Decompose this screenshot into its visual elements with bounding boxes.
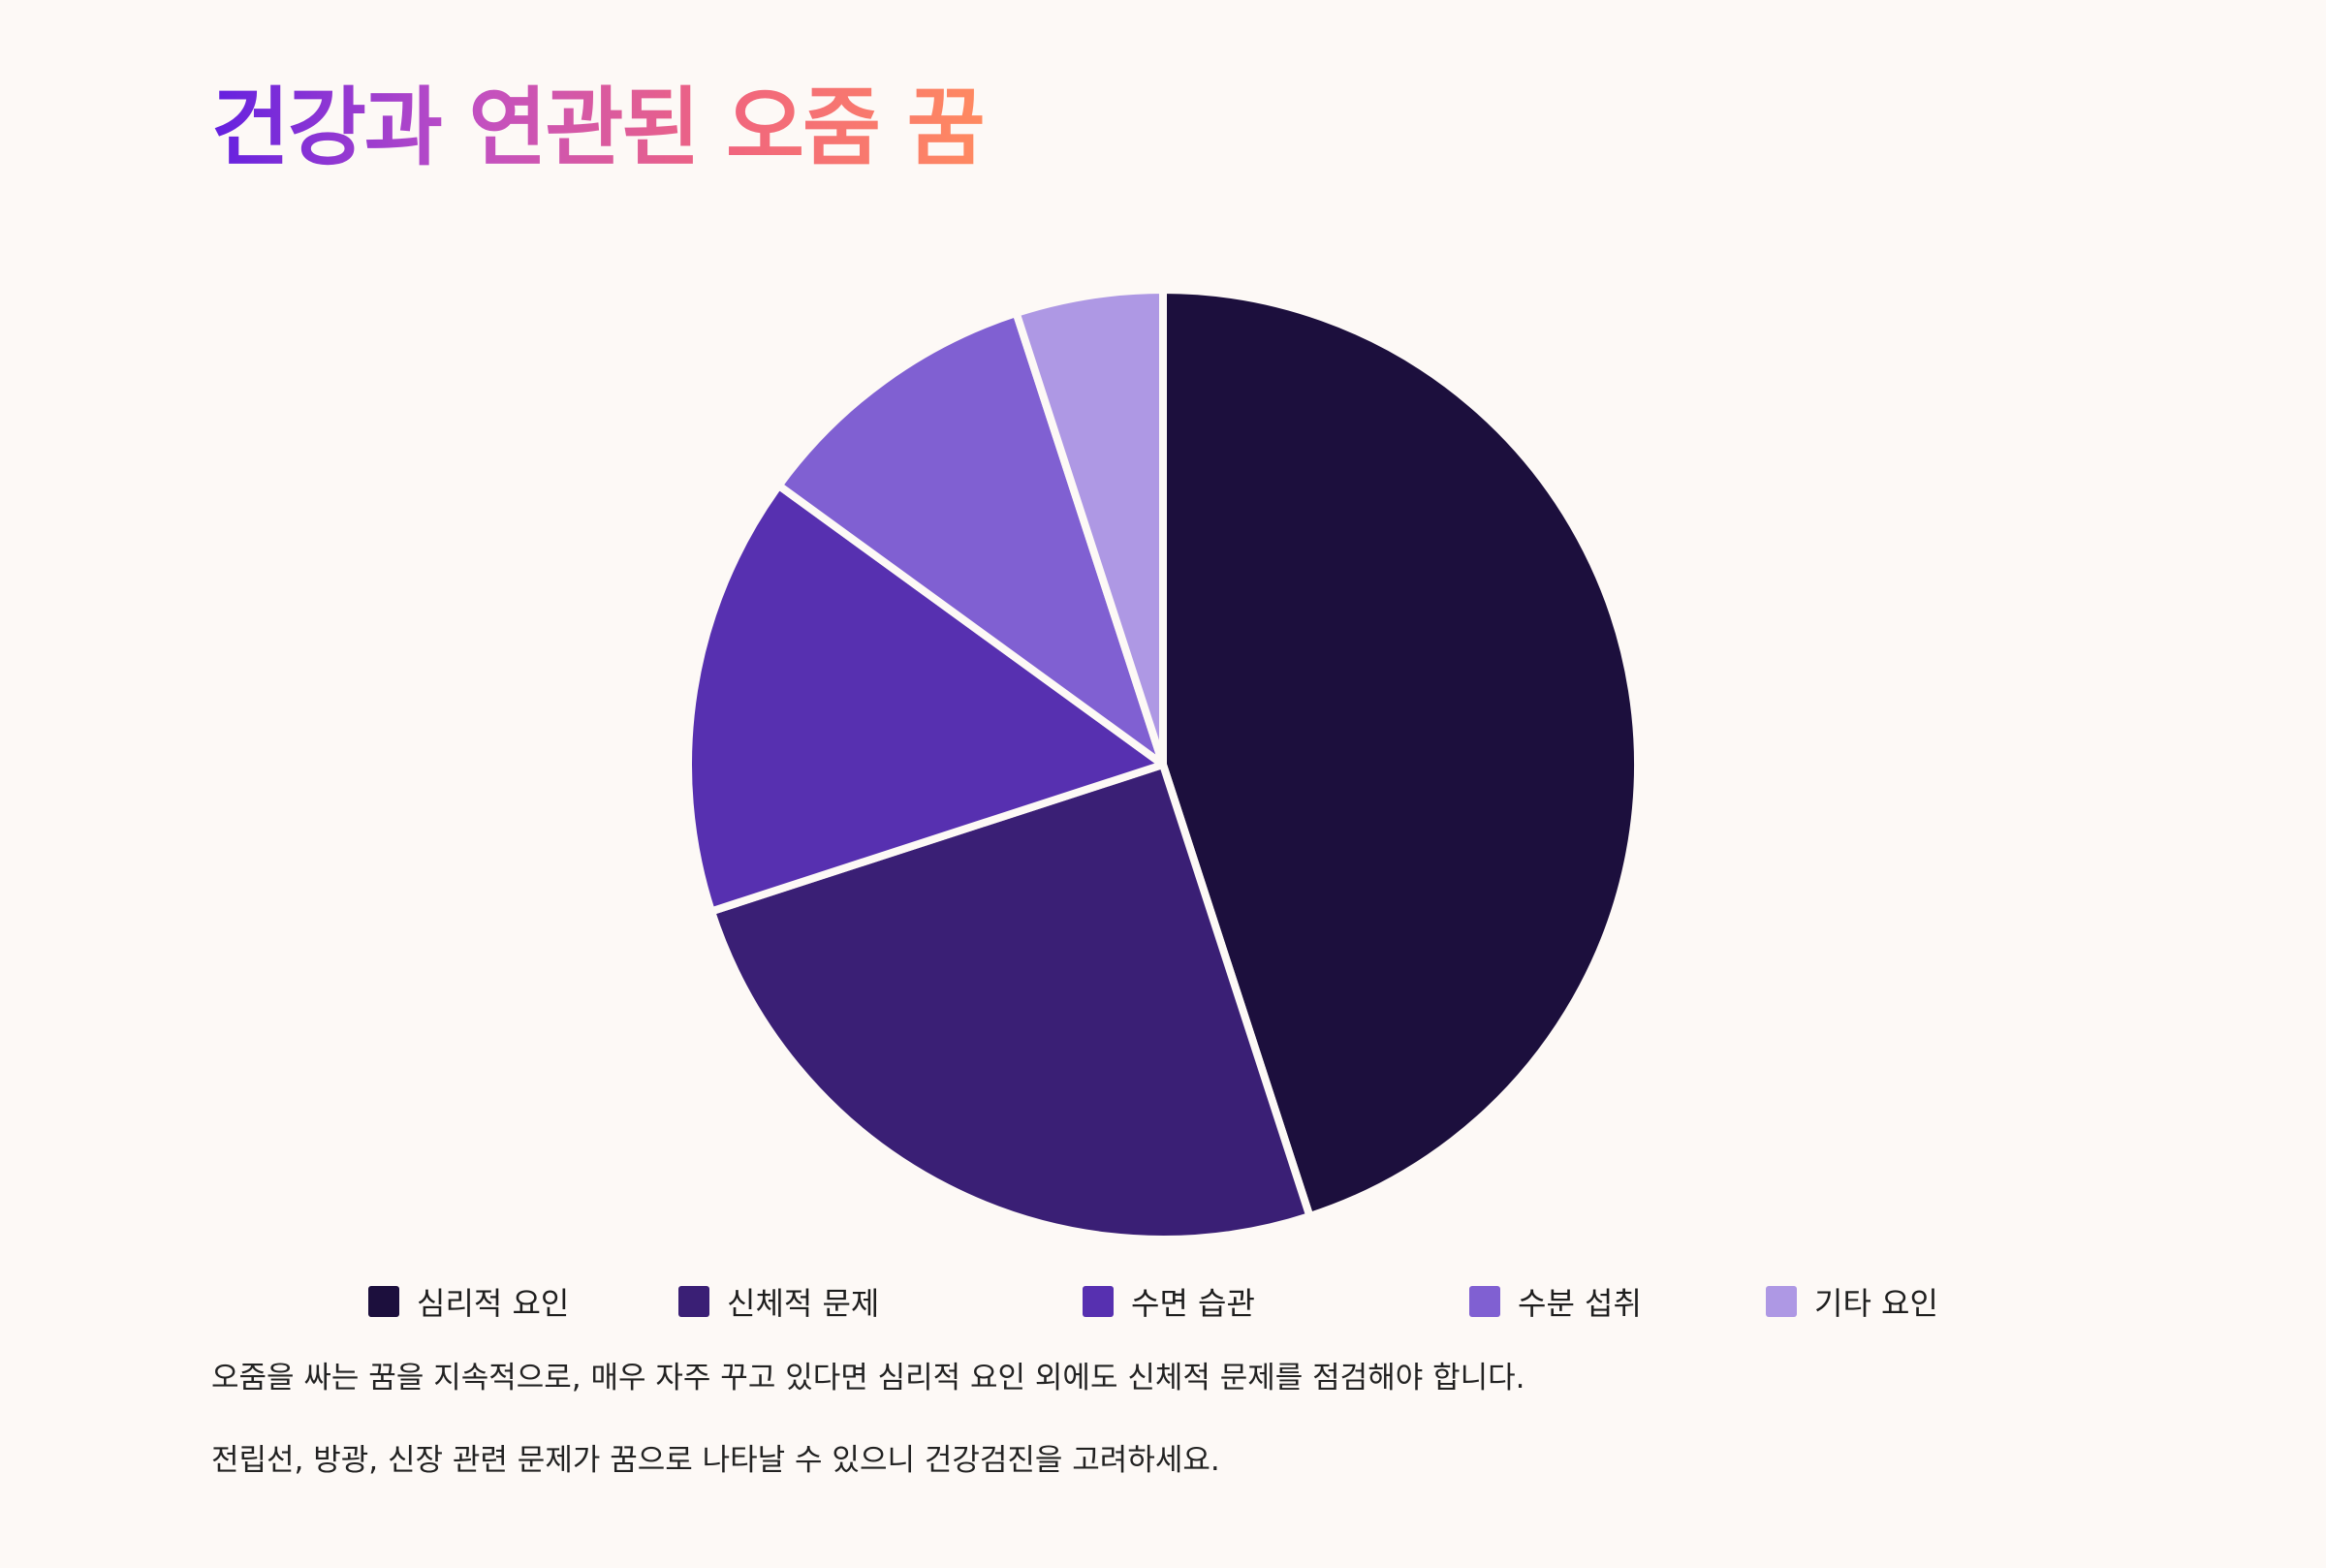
- legend-swatch: [1469, 1286, 1500, 1317]
- pie-chart: [684, 286, 1642, 1243]
- legend-label: 수면 습관: [1131, 1285, 1255, 1322]
- legend-label: 수분 섭취: [1518, 1285, 1642, 1322]
- legend-item-2[interactable]: 신체적 문제: [678, 1277, 879, 1326]
- legend-item-1[interactable]: 심리적 요인: [368, 1277, 569, 1326]
- legend-swatch: [1766, 1286, 1797, 1317]
- legend-swatch: [368, 1286, 399, 1317]
- pie-slice-5[interactable]: [1012, 286, 1167, 768]
- legend-swatch: [678, 1286, 709, 1317]
- legend-label: 심리적 요인: [417, 1285, 570, 1322]
- legend-item-4[interactable]: 수분 섭취: [1469, 1277, 1642, 1326]
- legend-label: 기타 요인: [1814, 1285, 1938, 1322]
- pie-slice-1[interactable]: [1159, 286, 1642, 1221]
- page-title: 건강과 연관된 오줌 꿈: [211, 70, 986, 186]
- pie-slice-3[interactable]: [684, 481, 1167, 916]
- legend-label: 신체적 문제: [727, 1285, 880, 1322]
- pie-slice-4[interactable]: [774, 308, 1167, 768]
- legend-item-5[interactable]: 기타 요인: [1766, 1277, 1938, 1326]
- legend-swatch: [1083, 1286, 1114, 1317]
- note-text-1: 오줌을 싸는 꿈을 지속적으로, 매우 자주 꾸고 있다면 심리적 요인 외에도…: [211, 1361, 1525, 1396]
- pie-slice-2[interactable]: [707, 761, 1314, 1243]
- note-text-2: 전립선, 방광, 신장 관련 문제가 꿈으로 나타날 수 있으니 건강검진을 고…: [211, 1443, 1220, 1478]
- legend-item-3[interactable]: 수면 습관: [1083, 1277, 1255, 1326]
- chart-legend: 심리적 요인 신체적 문제 수면 습관 수분 섭취 기타 요인: [0, 1277, 2326, 1326]
